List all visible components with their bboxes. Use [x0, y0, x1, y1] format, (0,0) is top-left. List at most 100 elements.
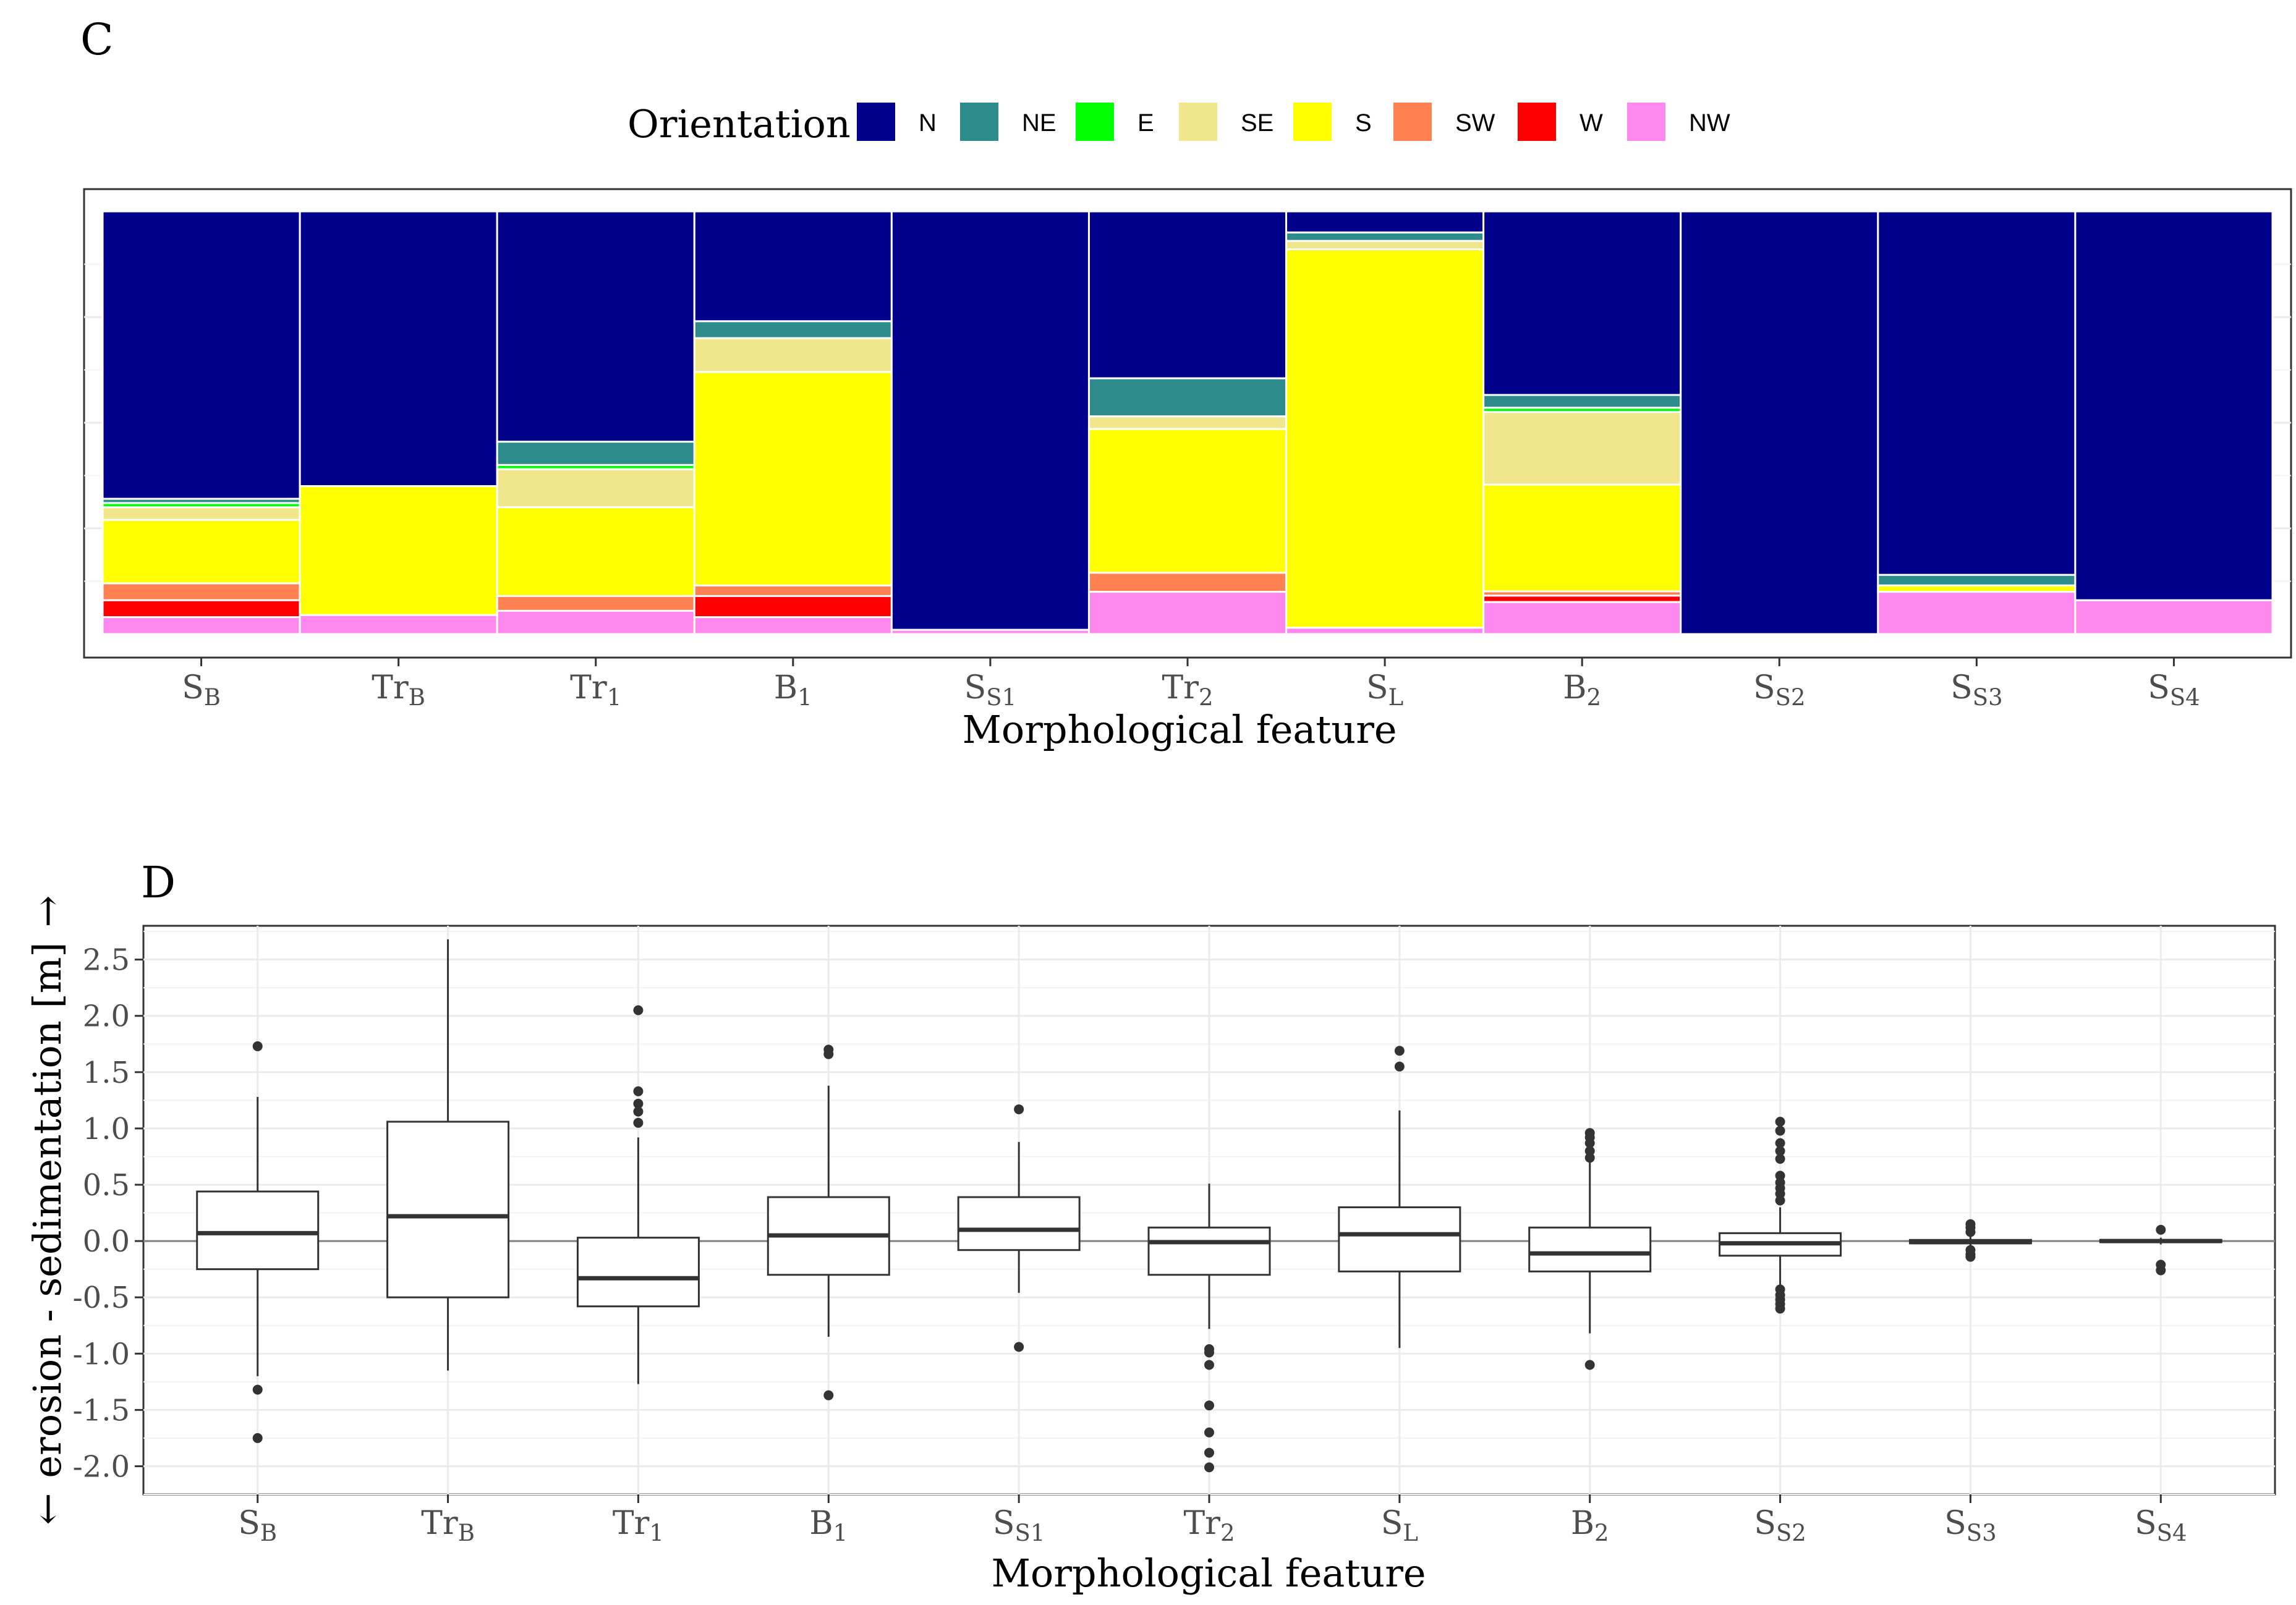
c-x-tick-label-base: B — [774, 669, 797, 706]
bar-segment-sw — [693, 584, 893, 597]
bar-segment-s — [693, 371, 893, 587]
legend-swatch-s — [1293, 103, 1332, 141]
d-x-tick-label-sub: S1 — [1015, 1520, 1045, 1546]
d-x-tick-label: SS2 — [1754, 1505, 1806, 1546]
bar-segment-ne — [1877, 574, 2077, 587]
c-x-tick-label: SS4 — [2148, 669, 2200, 711]
c-x-tick-label-sub: B — [409, 684, 425, 711]
boxplot — [1338, 1046, 1461, 1349]
outlier-point — [1775, 1303, 1785, 1314]
legend-title: Orientation — [627, 101, 851, 146]
d-x-tick-label: SB — [238, 1505, 277, 1546]
d-y-tick-label: 0.5 — [83, 1168, 130, 1203]
panel-c-bars — [101, 210, 2274, 635]
bar-segment-n — [1877, 210, 2077, 576]
c-x-tick-label: TrB — [372, 669, 425, 711]
outlier-point — [633, 1117, 644, 1128]
legend-label-sw: SW — [1455, 109, 1495, 137]
panel-d-x-ticks: SB TrB Tr1 B1 SS1 Tr2 SL B2 SS2 SS3 SS4 — [238, 1494, 2187, 1546]
d-y-tick-label: 1.0 — [83, 1112, 130, 1146]
c-x-tick-label-base: S — [1366, 669, 1388, 706]
bar-segment-ne — [1087, 377, 1288, 418]
c-x-tick-label-sub: S4 — [2170, 684, 2200, 711]
panel-d-y-ticks: -2.0 -1.5 -1.0 -0.5 0.0 0.5 1.0 1.5 2.0 2.5 — [72, 943, 143, 1484]
bar-segment-se — [1087, 415, 1288, 430]
bar-segment-n — [299, 210, 498, 488]
d-x-tick-label-sub: S2 — [1776, 1520, 1806, 1546]
c-x-tick-label: B2 — [1563, 669, 1601, 711]
d-x-tick-label-base: S — [1381, 1505, 1403, 1542]
bar-segment-s — [1285, 248, 1485, 629]
outlier-point — [1014, 1342, 1024, 1352]
boxplot — [196, 1041, 320, 1443]
boxplot — [957, 1104, 1081, 1352]
outlier-point — [1204, 1347, 1214, 1358]
bar-segment-nw — [1877, 591, 2077, 635]
c-x-tick-label: SS1 — [964, 669, 1017, 711]
c-x-tick-label-sub: 2 — [1199, 684, 1214, 711]
legend-swatch-nw — [1627, 103, 1665, 141]
d-x-tick-label-base: S — [238, 1505, 260, 1542]
outlier-point — [1584, 1138, 1595, 1148]
legend-label-ne: NE — [1022, 109, 1057, 137]
bar-segment-n — [1680, 210, 1879, 635]
d-x-tick-label-base: Tr — [613, 1505, 650, 1542]
outlier-point — [1775, 1195, 1785, 1206]
legend-swatch-w — [1518, 103, 1556, 141]
c-x-tick-label-sub: 1 — [607, 684, 622, 711]
boxplot — [2099, 1224, 2222, 1276]
panel-d-y-axis-title: ← erosion - sedimentation [m] → — [25, 895, 70, 1525]
bar-segment-ne — [1482, 394, 1682, 409]
outlier-point — [1584, 1360, 1595, 1370]
bar-segment-sw — [101, 582, 301, 601]
c-x-tick-label-base: Tr — [1162, 669, 1199, 706]
bar-segment-n — [890, 210, 1090, 631]
panel-d-x-axis-title: Morphological feature — [991, 1551, 1426, 1596]
d-x-tick-label-sub: B — [458, 1520, 475, 1546]
outlier-point — [1204, 1427, 1214, 1438]
d-x-tick-label: Tr2 — [1183, 1505, 1235, 1546]
box-iqr — [957, 1196, 1081, 1251]
d-x-tick-label: Tr1 — [613, 1505, 664, 1546]
outlier-point — [1775, 1146, 1785, 1156]
outlier-point — [1584, 1146, 1595, 1156]
outlier-point — [633, 1106, 644, 1117]
bar-segment-n — [1087, 210, 1288, 379]
panel-c-legend: Orientation N NE E SE S SW W NW — [627, 101, 1730, 146]
outlier-point — [1965, 1227, 1976, 1237]
panel-c-label: C — [80, 14, 114, 65]
c-x-tick-label-sub: B — [204, 684, 221, 711]
d-x-tick-label-base: S — [1754, 1505, 1776, 1542]
legend-label-se: SE — [1241, 109, 1273, 137]
outlier-point — [1394, 1061, 1405, 1072]
c-x-tick-label-base: S — [1950, 669, 1973, 706]
panel-c: C Orientation N NE E SE S SW W NW SB TrB Tr1 B1 SS1… — [80, 14, 2292, 752]
d-x-tick-label: SS4 — [2135, 1505, 2187, 1546]
bar-segment-w — [1482, 595, 1682, 603]
d-x-tick-label-sub: 1 — [833, 1520, 848, 1546]
d-x-tick-label: TrB — [421, 1505, 475, 1546]
c-x-tick-label-base: Tr — [570, 669, 607, 706]
box-iqr — [1528, 1226, 1652, 1273]
d-x-tick-label-sub: 2 — [1594, 1520, 1609, 1546]
d-x-tick-label-sub: S3 — [1966, 1520, 1997, 1546]
legend-swatch-n — [857, 103, 895, 141]
boxplot — [1528, 1128, 1652, 1370]
bar-segment-n — [2074, 210, 2274, 601]
bar-segment-s — [101, 519, 301, 585]
outlier-point — [823, 1049, 834, 1059]
boxplot — [1908, 1219, 2032, 1262]
bar-segment-nw — [299, 614, 498, 635]
bar-segment-n — [496, 210, 695, 443]
d-x-tick-label-sub: B — [260, 1520, 277, 1546]
outlier-point — [633, 1086, 644, 1096]
boxplot — [767, 1044, 890, 1400]
c-x-tick-label-base: B — [1563, 669, 1586, 706]
bar-segment-se — [693, 337, 893, 373]
legend-swatch-se — [1179, 103, 1217, 141]
d-x-tick-label: B2 — [1571, 1505, 1609, 1546]
boxplot — [1719, 1116, 1842, 1314]
outlier-point — [2156, 1265, 2166, 1276]
bar-segment-n — [693, 210, 893, 323]
d-y-tick-label: -1.0 — [72, 1337, 130, 1371]
